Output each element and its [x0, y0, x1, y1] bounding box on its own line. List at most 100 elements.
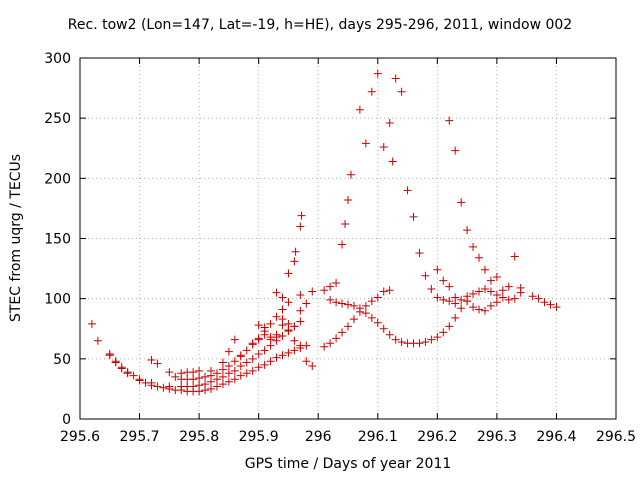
data-point — [433, 293, 442, 302]
data-point — [540, 298, 549, 307]
data-point — [486, 301, 495, 310]
data-point — [224, 369, 233, 378]
data-point — [224, 362, 233, 371]
x-tick-label: 296 — [305, 429, 332, 445]
x-tick-label: 295.6 — [60, 429, 100, 445]
data-point — [326, 295, 335, 304]
data-point — [236, 351, 245, 360]
data-point — [117, 364, 126, 373]
data-point — [486, 287, 495, 296]
data-point — [153, 359, 162, 368]
data-point — [147, 378, 156, 387]
data-point — [349, 301, 358, 310]
tick-labels: 295.6 295.7 295.8 295.9 296 296.1 296.2 296.3 29… — [44, 51, 636, 445]
data-point — [296, 291, 305, 300]
data-point — [361, 309, 370, 318]
x-tick-label: 296.1 — [358, 429, 398, 445]
grid-lines — [80, 58, 616, 419]
data-point — [486, 276, 495, 285]
data-point — [338, 328, 347, 337]
data-point — [451, 146, 460, 155]
data-point — [498, 293, 507, 302]
data-point — [338, 240, 347, 249]
data-point — [367, 313, 376, 322]
x-tick-label: 296.4 — [536, 429, 576, 445]
data-point — [195, 381, 204, 390]
data-point — [242, 358, 251, 367]
data-point — [189, 368, 198, 377]
data-point — [248, 339, 257, 348]
data-point — [492, 298, 501, 307]
data-point — [355, 304, 364, 313]
data-point — [308, 362, 317, 371]
data-point — [427, 335, 436, 344]
data-point — [385, 286, 394, 295]
data-point — [451, 313, 460, 322]
data-point — [421, 271, 430, 280]
data-point — [320, 286, 329, 295]
data-points — [87, 69, 561, 396]
data-point — [457, 304, 466, 313]
data-point — [284, 298, 293, 307]
data-point — [367, 87, 376, 96]
data-point — [385, 330, 394, 339]
data-point — [367, 297, 376, 306]
data-point — [415, 248, 424, 257]
data-point — [218, 372, 227, 381]
data-point — [284, 269, 293, 278]
data-point — [266, 357, 275, 366]
data-point — [296, 317, 305, 326]
data-point — [403, 186, 412, 195]
data-point — [296, 306, 305, 315]
data-point — [201, 380, 210, 389]
data-point — [291, 247, 300, 256]
data-point — [338, 299, 347, 308]
data-point — [379, 287, 388, 296]
data-point — [439, 276, 448, 285]
data-point — [326, 282, 335, 291]
data-point — [427, 285, 436, 294]
x-tick-label: 295.8 — [179, 429, 219, 445]
data-point — [308, 287, 317, 296]
data-point — [552, 303, 561, 312]
data-point — [278, 293, 287, 302]
y-tick-label: 150 — [44, 232, 71, 248]
data-point — [373, 318, 382, 327]
data-point — [344, 322, 352, 331]
data-point — [296, 222, 305, 231]
data-point — [469, 289, 478, 298]
data-point — [534, 294, 543, 303]
data-point — [189, 375, 198, 384]
data-point — [297, 211, 306, 220]
data-point — [105, 351, 114, 360]
data-point — [445, 322, 454, 331]
data-point — [346, 170, 355, 179]
data-point — [349, 315, 358, 324]
data-point — [433, 265, 442, 274]
data-point — [373, 293, 382, 302]
data-point — [260, 360, 269, 369]
data-point — [355, 105, 364, 114]
y-tick-label: 200 — [44, 171, 71, 187]
data-point — [224, 377, 233, 386]
data-point — [332, 298, 341, 307]
data-point — [177, 369, 186, 378]
data-point — [451, 293, 460, 302]
y-tick-label: 300 — [44, 51, 71, 67]
data-point — [147, 356, 156, 365]
data-point — [195, 366, 204, 375]
data-point — [480, 285, 489, 294]
data-point — [201, 372, 210, 381]
data-point — [129, 371, 138, 380]
data-point — [111, 358, 120, 367]
data-point — [153, 382, 162, 391]
data-point — [504, 295, 513, 304]
data-point — [230, 357, 239, 366]
data-point — [391, 335, 400, 344]
y-tick-label: 100 — [44, 292, 71, 308]
data-point — [397, 337, 406, 346]
data-point — [207, 366, 216, 375]
data-point — [278, 331, 287, 340]
data-point — [344, 195, 352, 204]
